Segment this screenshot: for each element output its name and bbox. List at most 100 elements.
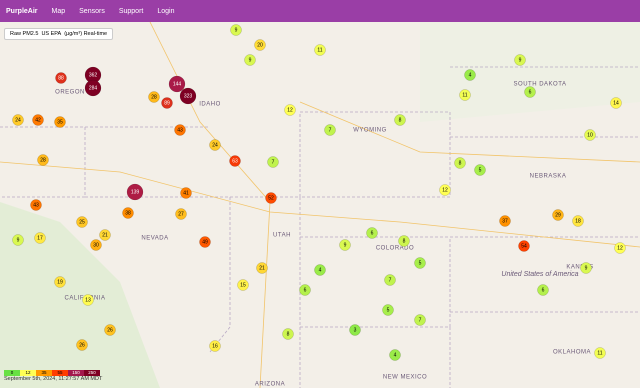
sensor-marker[interactable]: 8 (398, 235, 410, 247)
nav-item[interactable]: Sensors (79, 7, 105, 15)
legend-scale: 0 12 35 55 150 250 (4, 370, 100, 376)
state-label: UTAH (273, 233, 291, 239)
sensor-marker[interactable]: 6 (524, 86, 536, 98)
sensor-marker[interactable]: 24 (12, 114, 24, 126)
sensor-marker[interactable]: 11 (594, 347, 606, 359)
sensor-marker[interactable]: 7 (267, 156, 279, 168)
sensor-marker[interactable]: 14 (610, 97, 622, 109)
sensor-dot (84, 79, 102, 97)
state-label: SOUTH DAKOTA (514, 82, 567, 88)
sensor-marker[interactable]: 6 (366, 227, 378, 239)
sensor-marker[interactable]: 18 (572, 215, 584, 227)
sensor-marker[interactable]: 4 (389, 349, 401, 361)
filter-box[interactable]: Raw PM2.5 US EPA (µg/m³) Real-time (4, 28, 114, 40)
sensor-marker[interactable]: 12 (614, 242, 626, 254)
sensor-marker[interactable]: 28 (37, 154, 49, 166)
sensor-marker[interactable]: 20 (254, 39, 266, 51)
sensor-marker[interactable]: 12 (439, 184, 451, 196)
sensor-marker[interactable]: 9 (514, 54, 526, 66)
sensor-dot (254, 39, 266, 51)
sensor-value: 29 (555, 212, 561, 218)
sensor-marker[interactable]: 6 (537, 284, 549, 296)
sensor-marker[interactable]: 11 (459, 89, 471, 101)
sensor-marker[interactable]: 8 (454, 157, 466, 169)
sensor-marker[interactable]: 17 (34, 232, 46, 244)
nav-item[interactable]: Map (51, 7, 66, 15)
sensor-marker[interactable]: 38 (122, 207, 134, 219)
sensor-marker[interactable]: 30 (90, 239, 102, 251)
sensor-marker[interactable]: 6 (299, 284, 311, 296)
sensor-dot (168, 75, 186, 93)
sensor-marker[interactable]: 284 (84, 79, 102, 97)
sensor-dot (229, 155, 241, 167)
brand[interactable]: PurpleAir (6, 7, 38, 15)
sensor-value: 24 (212, 142, 218, 148)
sensor-marker[interactable]: 16 (209, 340, 221, 352)
sensor-marker[interactable]: 9 (580, 262, 592, 274)
sensor-marker[interactable]: 21 (256, 262, 268, 274)
sensor-value: 9 (17, 237, 20, 243)
sensor-marker[interactable]: 8 (282, 328, 294, 340)
sensor-marker[interactable]: 12 (284, 104, 296, 116)
sensor-marker[interactable]: 9 (339, 239, 351, 251)
terrain (420, 22, 640, 122)
sensor-marker[interactable]: 11 (314, 44, 326, 56)
sensor-marker[interactable]: 29 (552, 209, 564, 221)
sensor-marker[interactable]: 35 (54, 116, 66, 128)
sensor-dot (314, 44, 326, 56)
sensor-dot (256, 262, 268, 274)
nav-item[interactable]: Login (157, 7, 175, 15)
sensor-marker[interactable]: 37 (499, 215, 511, 227)
sensor-marker[interactable]: 5 (474, 164, 486, 176)
sensor-marker[interactable]: 63 (229, 155, 241, 167)
sensor-dot (366, 227, 378, 239)
state-borders (0, 66, 640, 388)
sensor-marker[interactable]: 139 (126, 183, 144, 201)
sensor-marker[interactable]: 19 (54, 276, 66, 288)
state-label: NEVADA (141, 236, 168, 242)
sensor-marker[interactable]: 41 (180, 187, 192, 199)
sensor-marker[interactable]: 5 (414, 257, 426, 269)
sensor-marker[interactable]: 26 (76, 339, 88, 351)
sensor-marker[interactable]: 49 (199, 236, 211, 248)
sensor-marker[interactable]: 9 (244, 54, 256, 66)
sensor-marker[interactable]: 9 (230, 24, 242, 36)
sensor-marker[interactable]: 5 (382, 304, 394, 316)
sensor-marker[interactable]: 9 (12, 234, 24, 246)
sensor-marker[interactable]: 25 (76, 216, 88, 228)
sensor-marker[interactable]: 26 (104, 324, 116, 336)
sensor-marker[interactable]: 42 (32, 114, 44, 126)
sensor-dot (199, 236, 211, 248)
sensor-marker[interactable]: 52 (265, 192, 277, 204)
sensor-marker[interactable]: 7 (414, 314, 426, 326)
sensor-marker[interactable]: 27 (175, 208, 187, 220)
sensor-marker[interactable]: 43 (30, 199, 42, 211)
sensor-dot (614, 242, 626, 254)
sensor-marker[interactable]: 7 (384, 274, 396, 286)
sensor-marker[interactable]: 3 (349, 324, 361, 336)
sensor-marker[interactable]: 323 (179, 87, 197, 105)
sensor-marker[interactable]: 21 (99, 229, 111, 241)
sensor-marker[interactable]: 13 (82, 294, 94, 306)
sensor-marker[interactable]: 88 (55, 72, 67, 84)
sensor-marker[interactable]: 4 (464, 69, 476, 81)
sensor-value: 9 (519, 57, 522, 63)
sensor-marker[interactable]: 10 (584, 129, 596, 141)
sensor-marker[interactable]: 43 (174, 124, 186, 136)
sensor-value: 26 (107, 327, 113, 333)
sensor-marker[interactable]: 24 (209, 139, 221, 151)
sensor-marker[interactable]: 4 (314, 264, 326, 276)
sensor-marker[interactable]: 7 (324, 124, 336, 136)
sensor-marker[interactable]: 15 (237, 279, 249, 291)
sensor-marker[interactable]: 28 (148, 91, 160, 103)
sensor-dot (12, 114, 24, 126)
map[interactable]: OREGON IDAHO WYOMING SOUTH DAKOTA NEBRASKA NE… (0, 22, 640, 388)
sensor-marker[interactable]: 89 (161, 97, 173, 109)
sensor-value: 12 (287, 107, 293, 113)
sensor-marker[interactable]: 8 (394, 114, 406, 126)
sensor-marker[interactable]: 144 (168, 75, 186, 93)
sensor-dot (594, 347, 606, 359)
sensor-value: 28 (151, 94, 157, 100)
nav-item[interactable]: Support (118, 7, 144, 15)
sensor-marker[interactable]: 54 (518, 240, 530, 252)
